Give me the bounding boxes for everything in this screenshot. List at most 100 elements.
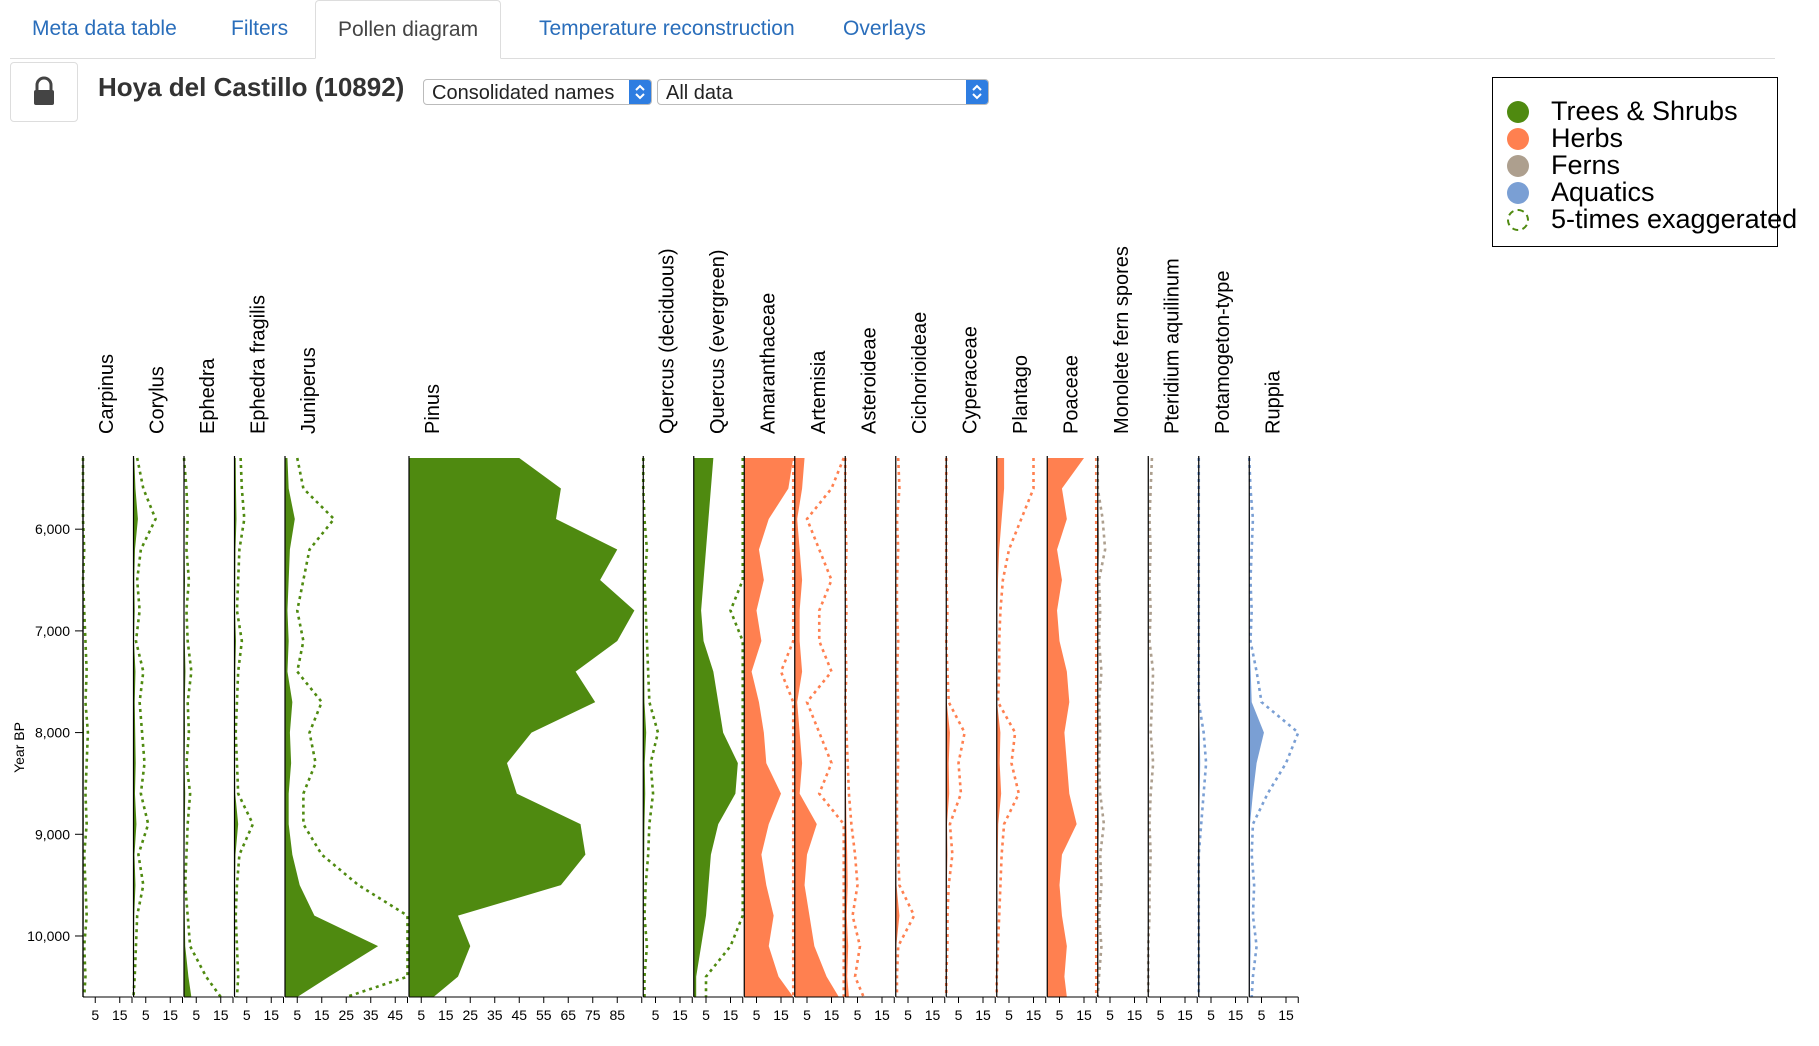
x-tick-label-cichorioideae: 5 [904, 1007, 912, 1023]
taxon-label-quercus-deciduous: Quercus (deciduous) [656, 248, 678, 434]
x-tick-label-asteroideae: 5 [854, 1007, 862, 1023]
x-tick-label-cichorioideae: 15 [925, 1007, 941, 1023]
legend-swatch-trees [1507, 101, 1529, 123]
x-tick-label-artemisia: 15 [824, 1007, 840, 1023]
x-tick-label-quercus-evergreen: 15 [723, 1007, 739, 1023]
lock-button[interactable] [10, 62, 78, 122]
x-tick-label-poaceae: 15 [1076, 1007, 1092, 1023]
exaggerated-pteridium-aquilinum [1146, 457, 1155, 997]
tab-meta-data-table[interactable]: Meta data table [32, 17, 177, 40]
tab-temperature-reconstruction[interactable]: Temperature reconstruction [539, 17, 795, 40]
chart-legend: Trees & Shrubs Herbs Ferns Aquatics 5-ti… [1492, 77, 1797, 247]
x-tick-label-plantago: 15 [1026, 1007, 1042, 1023]
tab-overlays[interactable]: Overlays [843, 17, 926, 40]
x-tick-label-ephedra-fragilis: 15 [263, 1007, 279, 1023]
tab-pollen-diagram[interactable]: Pollen diagram [315, 0, 502, 59]
taxon-label-corylus: Corylus [147, 366, 169, 434]
taxon-label-quercus-evergreen: Quercus (evergreen) [707, 249, 729, 434]
area-ephedra [184, 458, 192, 997]
exaggerated-ephedra-fragilis [234, 457, 255, 998]
area-amaranthaceae [744, 458, 794, 997]
x-tick-label-juniperus: 15 [314, 1007, 330, 1023]
data-select[interactable]: All data [657, 79, 989, 105]
x-tick-label-pinus: 25 [462, 1007, 478, 1023]
x-tick-label-quercus-deciduous: 15 [672, 1007, 688, 1023]
x-tick-label-ephedra: 15 [213, 1007, 229, 1023]
tab-filters[interactable]: Filters [231, 17, 289, 40]
area-artemisia [794, 458, 839, 997]
taxon-label-cyperaceae: Cyperaceae [959, 326, 981, 434]
x-tick-label-potamogeton-type: 5 [1207, 1007, 1215, 1023]
taxon-label-asteroideae: Asteroideae [858, 327, 880, 434]
site-title: Hoya del Castillo (10892) [98, 72, 405, 102]
taxon-label-pteridium-aquilinum: Pteridium aquilinum [1161, 258, 1183, 434]
lock-icon [34, 76, 54, 105]
exaggerated-ruppia [1247, 457, 1300, 998]
x-tick-label-corylus: 5 [142, 1007, 150, 1023]
x-tick-label-amaranthaceae: 15 [773, 1007, 789, 1023]
area-juniperus [285, 458, 379, 997]
area-potamogeton-type [1198, 458, 1201, 997]
x-tick-label-monolete-fern-spores: 15 [1127, 1007, 1143, 1023]
x-tick-label-artemisia: 5 [803, 1007, 811, 1023]
x-tick-label-cyperaceae: 5 [955, 1007, 963, 1023]
taxon-label-carpinus: Carpinus [96, 354, 118, 434]
x-tick-label-pteridium-aquilinum: 15 [1177, 1007, 1193, 1023]
exaggerated-quercus-evergreen [704, 458, 745, 997]
exaggerated-carpinus [81, 458, 90, 998]
area-poaceae [1047, 458, 1084, 997]
exaggerated-asteroideae [843, 458, 865, 998]
data-select-value: All data [666, 82, 733, 104]
x-tick-label-cyperaceae: 15 [975, 1007, 991, 1023]
names-select[interactable]: Consolidated names [423, 79, 652, 105]
x-tick-label-juniperus: 45 [387, 1007, 403, 1023]
x-tick-label-carpinus: 5 [91, 1007, 99, 1023]
y-tick-label: 10,000 [27, 928, 70, 944]
x-tick-label-pinus: 65 [560, 1007, 576, 1023]
taxon-label-amaranthaceae: Amaranthaceae [757, 293, 779, 434]
area-corylus [133, 458, 138, 997]
x-tick-label-carpinus: 15 [112, 1007, 128, 1023]
x-tick-label-asteroideae: 15 [874, 1007, 890, 1023]
taxon-label-ruppia: Ruppia [1262, 370, 1284, 434]
area-plantago [996, 458, 1005, 997]
area-asteroideae [845, 458, 849, 997]
legend-swatch-exaggerated [1507, 209, 1529, 231]
x-tick-label-ephedra-fragilis: 5 [243, 1007, 251, 1023]
area-quercus-deciduous [643, 458, 647, 997]
taxon-label-pinus: Pinus [422, 384, 444, 434]
names-select-arrow-icon [629, 80, 651, 104]
data-select-arrow-icon [966, 80, 988, 104]
y-axis-label: Year BP [11, 722, 27, 773]
x-tick-label-corylus: 15 [162, 1007, 178, 1023]
y-tick-label: 6,000 [35, 521, 70, 537]
x-tick-label-ruppia: 5 [1258, 1007, 1266, 1023]
x-tick-label-potamogeton-type: 15 [1228, 1007, 1244, 1023]
y-tick-label: 8,000 [35, 725, 70, 741]
x-tick-label-pinus: 75 [585, 1007, 601, 1023]
taxon-label-ephedra-fragilis: Ephedra fragilis [248, 295, 270, 434]
x-tick-label-pinus: 45 [511, 1007, 527, 1023]
x-tick-label-pteridium-aquilinum: 5 [1157, 1007, 1165, 1023]
exaggerated-amaranthaceae [779, 458, 795, 997]
area-pinus [409, 458, 635, 997]
x-tick-label-juniperus: 5 [293, 1007, 301, 1023]
x-tick-label-ruppia: 15 [1278, 1007, 1294, 1023]
taxon-label-plantago: Plantago [1010, 355, 1032, 434]
tab-bar: Meta data table Filters Pollen diagram T… [10, 0, 1775, 59]
y-tick-label: 7,000 [35, 623, 70, 639]
exaggerated-quercus-deciduous [641, 458, 660, 997]
exaggerated-corylus [132, 457, 157, 998]
area-quercus-evergreen [693, 458, 738, 997]
exaggerated-monolete-fern-spores [1096, 458, 1107, 998]
area-ruppia [1249, 458, 1264, 997]
taxon-label-poaceae: Poaceae [1060, 355, 1082, 434]
y-tick-label: 9,000 [35, 826, 70, 842]
x-tick-label-pinus: 35 [487, 1007, 503, 1023]
exaggerated-cichorioideae [895, 457, 916, 997]
area-cyperaceae [946, 458, 950, 997]
x-tick-label-plantago: 5 [1005, 1007, 1013, 1023]
legend-swatch-aquatics [1507, 182, 1529, 204]
taxon-label-artemisia: Artemisia [808, 350, 830, 434]
